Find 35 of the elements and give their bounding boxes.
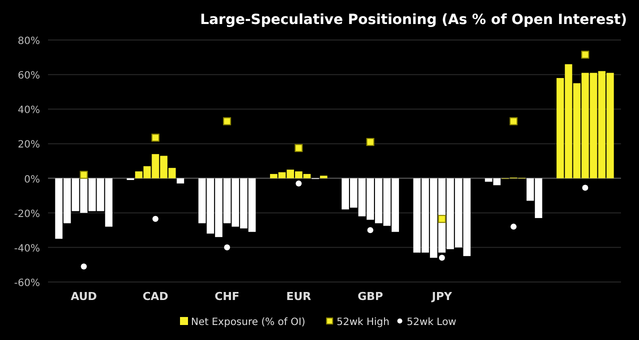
legend-label: Net Exposure (% of OI) [191,317,306,328]
y-tick-label: -60% [14,278,40,289]
point [152,216,158,222]
legend-label: 52wk High [336,317,390,328]
y-tick-label: 0% [24,174,40,186]
x-tick-label: CAD [142,290,168,303]
legend-label: 52wk Low [406,317,456,328]
bar [176,178,184,184]
point [582,184,588,191]
x-tick-label: CHF [214,290,240,303]
point [366,138,374,146]
y-tick-label: -40% [14,243,40,254]
point [80,263,87,270]
point [224,244,230,250]
y-tick-label: 40% [18,105,40,116]
point [367,227,374,234]
x-tick-label: GBP [358,290,384,303]
point [438,254,445,261]
point [294,144,303,152]
point [223,117,232,126]
point [296,180,302,186]
point [581,50,590,59]
y-tick-label: 60% [18,70,40,82]
point [510,224,517,230]
x-tick-label: JPY [430,290,454,303]
x-tick-label: EUR [286,290,312,303]
point [510,117,518,126]
point [151,134,160,142]
point [80,170,88,179]
y-tick-label: -20% [14,208,40,220]
point [438,214,446,223]
y-tick-label: 80% [18,36,40,47]
x-tick-label: AUD [70,290,97,303]
y-tick-label: 20% [18,140,40,151]
chart-title: Large-Speculative Positioning (As % of Open Interest) [200,12,627,28]
